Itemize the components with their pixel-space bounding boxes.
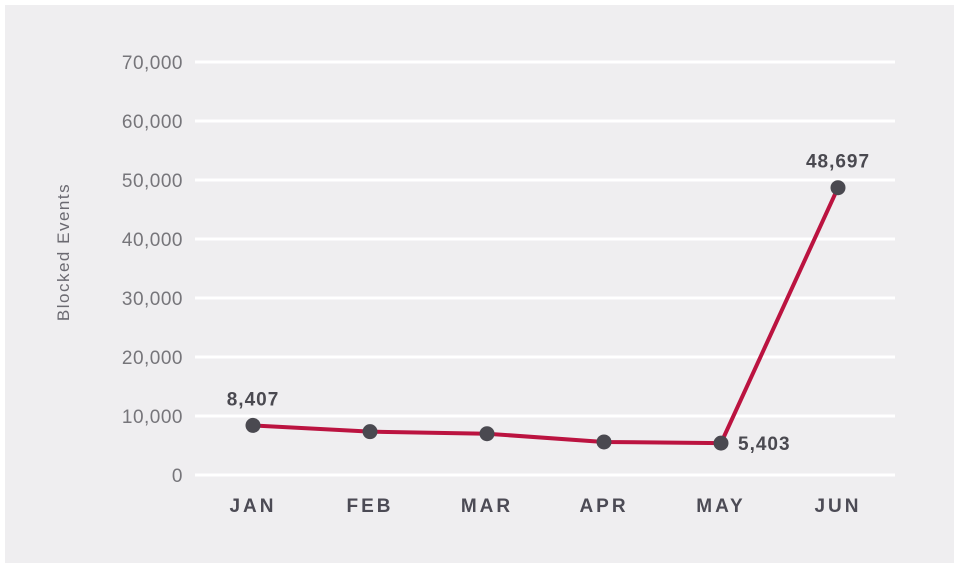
data-point [245, 417, 261, 433]
data-point [713, 435, 729, 451]
point-label: 8,407 [227, 389, 280, 410]
y-tick-label: 30,000 [122, 289, 183, 310]
x-tick-label: APR [579, 496, 628, 517]
x-tick-label: FEB [347, 496, 394, 517]
y-axis-title: Blocked Events [54, 182, 73, 322]
y-tick-label: 40,000 [122, 230, 183, 251]
y-tick-label: 50,000 [122, 171, 183, 192]
x-tick-label: JAN [229, 496, 276, 517]
y-tick-label: 70,000 [122, 53, 183, 74]
y-tick-label: 20,000 [122, 348, 183, 369]
data-point [479, 426, 495, 442]
point-label: 5,403 [738, 434, 791, 455]
data-point [596, 434, 612, 450]
x-tick-label: MAR [461, 496, 513, 517]
data-point [362, 424, 378, 440]
point-label: 48,697 [806, 152, 870, 173]
y-tick-label: 10,000 [122, 407, 183, 428]
x-tick-label: JUN [814, 496, 861, 517]
y-tick-label: 60,000 [122, 112, 183, 133]
y-tick-label: 0 [172, 466, 183, 487]
series-line [251, 185, 840, 446]
data-point [830, 180, 846, 196]
x-tick-label: MAY [696, 496, 745, 517]
